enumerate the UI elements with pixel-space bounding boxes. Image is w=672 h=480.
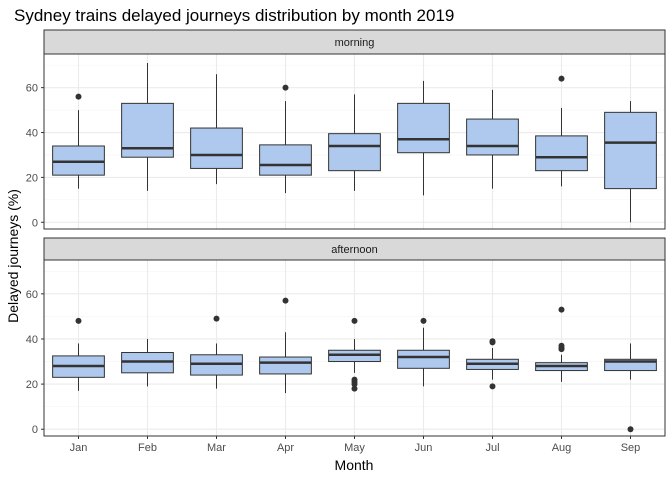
facet-strip-label: afternoon	[331, 244, 377, 256]
box	[604, 358, 657, 372]
outlier-point	[351, 385, 358, 392]
y-tick-label: 40	[26, 334, 38, 346]
y-tick-label: 20	[26, 172, 38, 184]
x-axis-title: Month	[335, 457, 374, 473]
boxplot-afternoon-Sep	[604, 343, 657, 433]
boxplot-afternoon-Jul	[466, 338, 519, 390]
outlier-point	[558, 346, 565, 353]
outlier-point	[75, 317, 82, 324]
boxplot-afternoon-Mar	[190, 315, 243, 389]
x-tick-label: May	[344, 442, 365, 454]
outlier-point	[351, 381, 358, 388]
boxplot-morning-Feb	[121, 62, 174, 191]
facet-panel-afternoon: afternoon 0 20 40 60	[26, 237, 666, 437]
y-tick-label: 60	[26, 289, 38, 301]
box	[190, 127, 243, 169]
boxplot-afternoon-Jun	[397, 317, 450, 387]
box	[535, 135, 588, 172]
facet-strip	[43, 29, 666, 55]
panel-border	[43, 53, 666, 230]
outlier-point	[351, 317, 358, 324]
y-tick-label: 0	[32, 217, 38, 229]
x-tick-label: Aug	[552, 442, 572, 454]
boxplot-afternoon-May	[328, 317, 381, 392]
boxplot-morning-Mar	[190, 74, 243, 185]
facet-panel-morning: morning 0 20 40 60	[26, 29, 666, 230]
boxplot-afternoon-Feb	[121, 338, 174, 387]
box	[259, 144, 312, 176]
box	[328, 133, 381, 172]
box	[397, 102, 450, 154]
y-tick-label: 20	[26, 379, 38, 391]
boxplot-morning-Sep	[604, 101, 657, 223]
x-tick-label: Jun	[415, 442, 433, 454]
x-axis: Jan Feb Mar Apr May Jun Jul Aug Sep	[70, 436, 641, 454]
boxplot-morning-Jun	[397, 80, 450, 196]
boxplot-morning-Apr	[259, 84, 312, 194]
x-tick-label: Jan	[70, 442, 88, 454]
boxplot-morning-May	[328, 94, 381, 191]
x-tick-label: Jul	[485, 442, 499, 454]
x-tick-label: Sep	[621, 442, 641, 454]
boxplot-morning-Aug	[535, 75, 588, 187]
outlier-point	[558, 306, 565, 313]
outlier-point	[489, 339, 496, 346]
boxplot-afternoon-Apr	[259, 297, 312, 394]
boxplot-afternoon-Jan	[52, 317, 105, 391]
facet-panels: morning 0 20 40 60 afternoon 0 20 40 60	[26, 29, 666, 437]
x-tick-label: Apr	[277, 442, 294, 454]
box	[397, 349, 450, 369]
outlier-point	[282, 84, 289, 91]
boxplot-afternoon-Aug	[535, 306, 588, 382]
facet-strip-label: morning	[335, 37, 375, 49]
chart-title: Sydney trains delayed journeys distribut…	[14, 6, 454, 25]
outlier-point	[489, 383, 496, 390]
x-tick-label: Feb	[138, 442, 157, 454]
x-tick-label: Mar	[207, 442, 226, 454]
outlier-point	[213, 315, 220, 322]
y-tick-label: 0	[32, 424, 38, 436]
outlier-point	[420, 317, 427, 324]
y-axis-title: Delayed journeys (%)	[5, 189, 21, 323]
outlier-point	[558, 75, 565, 82]
outlier-point	[75, 93, 82, 100]
outlier-point	[282, 297, 289, 304]
y-tick-label: 40	[26, 128, 38, 140]
outlier-point	[627, 426, 634, 433]
boxplot-morning-Jan	[52, 93, 105, 189]
y-tick-label: 60	[26, 83, 38, 95]
boxplot-morning-Jul	[466, 89, 519, 189]
box	[466, 118, 519, 156]
box	[259, 356, 312, 375]
box	[604, 111, 657, 190]
